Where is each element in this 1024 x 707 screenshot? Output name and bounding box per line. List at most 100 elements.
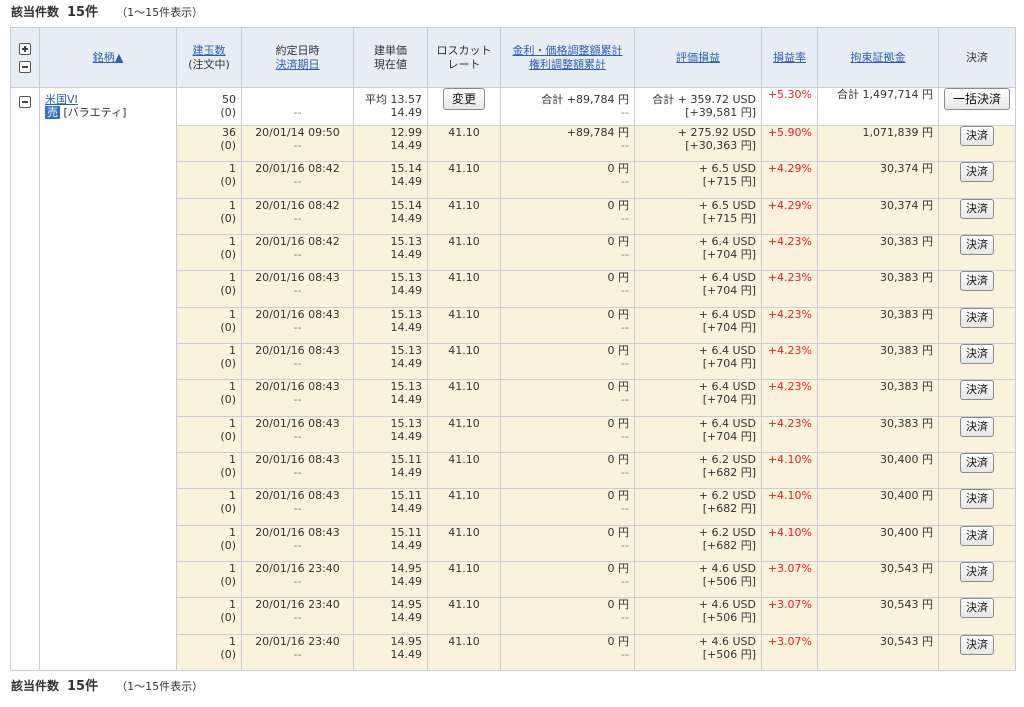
ratio-cell: +4.29% [761, 197, 818, 235]
col-ratio: 損益率 [761, 27, 818, 88]
ratio-cell: +4.23% [761, 342, 818, 381]
symbol-category: [バラエティ] [63, 106, 127, 119]
collapse-all-icon[interactable] [19, 60, 31, 73]
price-cell: 15.13 14.49 [353, 270, 428, 308]
settle-button[interactable]: 決済 [960, 598, 994, 619]
price-cell: 15.14 14.49 [353, 161, 428, 199]
pl-cell: + 6.5 USD [+715 円] [634, 197, 762, 235]
adjustment-cell: 0 円 -- [500, 233, 635, 272]
pl-cell: + 6.4 USD [+704 円] [634, 233, 762, 272]
qty-cell: 36 (0) [176, 124, 242, 163]
settle-button[interactable]: 決済 [960, 452, 994, 473]
group-date: -- [241, 87, 354, 126]
price-cell: 14.95 14.49 [353, 597, 428, 635]
price-cell: 15.13 14.49 [353, 379, 428, 417]
col-settle-label: 決済 [966, 50, 988, 64]
pl-cell: + 6.4 USD [+704 円] [634, 379, 762, 417]
positions-table: 銘柄▲ 建玉数 (注文中) 約定日時 決済期日 建単価 現在値 ロスカット レート 金利… [10, 27, 1016, 671]
settle-button[interactable]: 決済 [960, 380, 994, 401]
ratio-cell: +5.90% [761, 124, 818, 163]
pl-cell: + 4.6 USD [+506 円] [634, 597, 762, 635]
settle-button[interactable]: 決済 [960, 126, 994, 146]
position-row: 1 (0) 20/01/16 08:42 -- 15.14 14.49 41.10 0 円 --… [11, 197, 1016, 235]
pl-cell: + 4.6 USD [+506 円] [634, 633, 762, 671]
date-cell: 20/01/16 08:43 -- [241, 524, 354, 562]
losscut-cell: 41.10 [427, 270, 501, 308]
date-cell: 20/01/16 08:42 -- [241, 233, 354, 272]
margin-cell: 30,543 円 [817, 633, 939, 671]
col-date: 約定日時 決済期日 [241, 27, 354, 88]
sort-ratio-link[interactable]: 損益率 [773, 50, 806, 64]
date-cell: 20/01/16 08:42 -- [241, 161, 354, 199]
sort-rights-link[interactable]: 権利調整額累計 [529, 57, 606, 71]
ratio-cell: +4.23% [761, 415, 818, 453]
symbol-cell: 米国VI 売 [バラエティ] [39, 87, 177, 671]
adjustment-cell: 0 円 -- [500, 306, 635, 344]
price-cell: 15.11 14.49 [353, 524, 428, 562]
settle-all-button[interactable]: 一括決済 [944, 88, 1011, 110]
losscut-cell: 41.10 [427, 633, 501, 671]
margin-cell: 30,383 円 [817, 379, 939, 417]
sort-symbol-link[interactable]: 銘柄▲ [92, 50, 124, 64]
settle-cell: 決済 [938, 451, 1016, 490]
losscut-cell: 41.10 [427, 342, 501, 381]
settle-button[interactable]: 決済 [960, 271, 994, 292]
expand-all-icon[interactable] [19, 42, 31, 55]
settle-button[interactable]: 決済 [960, 162, 994, 183]
group-ratio: +5.30% [761, 87, 818, 126]
settle-button[interactable]: 決済 [960, 307, 994, 328]
position-row: 1 (0) 20/01/16 08:42 -- 15.13 14.49 41.10 0 円 --… [11, 233, 1016, 272]
group-price: 平均 13.57 14.49 [353, 87, 428, 126]
settle-cell: 決済 [938, 633, 1016, 671]
ratio-cell: +4.23% [761, 270, 818, 308]
settle-button[interactable]: 決済 [960, 525, 994, 546]
ratio-cell: +4.23% [761, 233, 818, 272]
margin-cell: 30,374 円 [817, 161, 939, 199]
pl-cell: + 6.2 USD [+682 円] [634, 524, 762, 562]
settle-button[interactable]: 決済 [960, 561, 994, 582]
sort-due-link[interactable]: 決済期日 [275, 57, 320, 71]
group-margin: 合計 1,497,714 円 [817, 87, 939, 126]
sort-margin-link[interactable]: 拘束証拠金 [850, 50, 906, 64]
settle-cell: 決済 [938, 342, 1016, 381]
result-count-value: 15件 [67, 5, 99, 20]
margin-cell: 30,383 円 [817, 270, 939, 308]
collapse-group-icon[interactable] [19, 96, 31, 108]
ratio-cell: +4.10% [761, 451, 818, 490]
settle-button[interactable]: 決済 [960, 343, 994, 364]
position-row: 1 (0) 20/01/16 23:40 -- 14.95 14.49 41.10 0 円 --… [11, 560, 1016, 599]
settle-button[interactable]: 決済 [960, 489, 994, 510]
settle-button[interactable]: 決済 [960, 416, 994, 437]
pl-cell: + 275.92 USD [+30,363 円] [634, 124, 762, 163]
date-cell: 20/01/16 08:43 -- [241, 306, 354, 344]
qty-cell: 1 (0) [176, 451, 242, 490]
ratio-cell: +3.07% [761, 633, 818, 671]
adjustment-cell: 0 円 -- [500, 560, 635, 599]
change-losscut-button[interactable]: 変更 [442, 88, 485, 110]
qty-cell: 1 (0) [176, 270, 242, 308]
adjustment-cell: 0 円 -- [500, 379, 635, 417]
symbol-link[interactable]: 米国VI [45, 93, 78, 106]
settle-button[interactable]: 決済 [960, 634, 994, 655]
qty-cell: 1 (0) [176, 488, 242, 526]
settle-cell: 決済 [938, 161, 1016, 199]
settle-button[interactable]: 決済 [960, 234, 994, 255]
position-row: 1 (0) 20/01/16 08:42 -- 15.14 14.49 41.10 0 円 --… [11, 161, 1016, 199]
pl-cell: + 6.2 USD [+682 円] [634, 488, 762, 526]
sort-adjustment-link[interactable]: 金利・価格調整額累計 [512, 43, 623, 57]
sort-qty-link[interactable]: 建玉数 [192, 43, 226, 57]
sort-pl-link[interactable]: 評価損益 [676, 50, 720, 64]
settle-button[interactable]: 決済 [960, 198, 994, 219]
pl-cell: + 6.4 USD [+704 円] [634, 342, 762, 381]
ratio-cell: +4.29% [761, 161, 818, 199]
settle-cell: 決済 [938, 560, 1016, 599]
ratio-cell: +4.23% [761, 306, 818, 344]
qty-cell: 1 (0) [176, 560, 242, 599]
margin-cell: 30,383 円 [817, 342, 939, 381]
result-count-top: 該当件数 15件 （1〜15件表示） [11, 3, 203, 21]
date-cell: 20/01/16 23:40 -- [241, 633, 354, 671]
col-losscut: ロスカット レート [427, 27, 501, 88]
adjustment-cell: 0 円 -- [500, 451, 635, 490]
settle-cell: 決済 [938, 597, 1016, 635]
col-pl: 評価損益 [634, 27, 762, 88]
